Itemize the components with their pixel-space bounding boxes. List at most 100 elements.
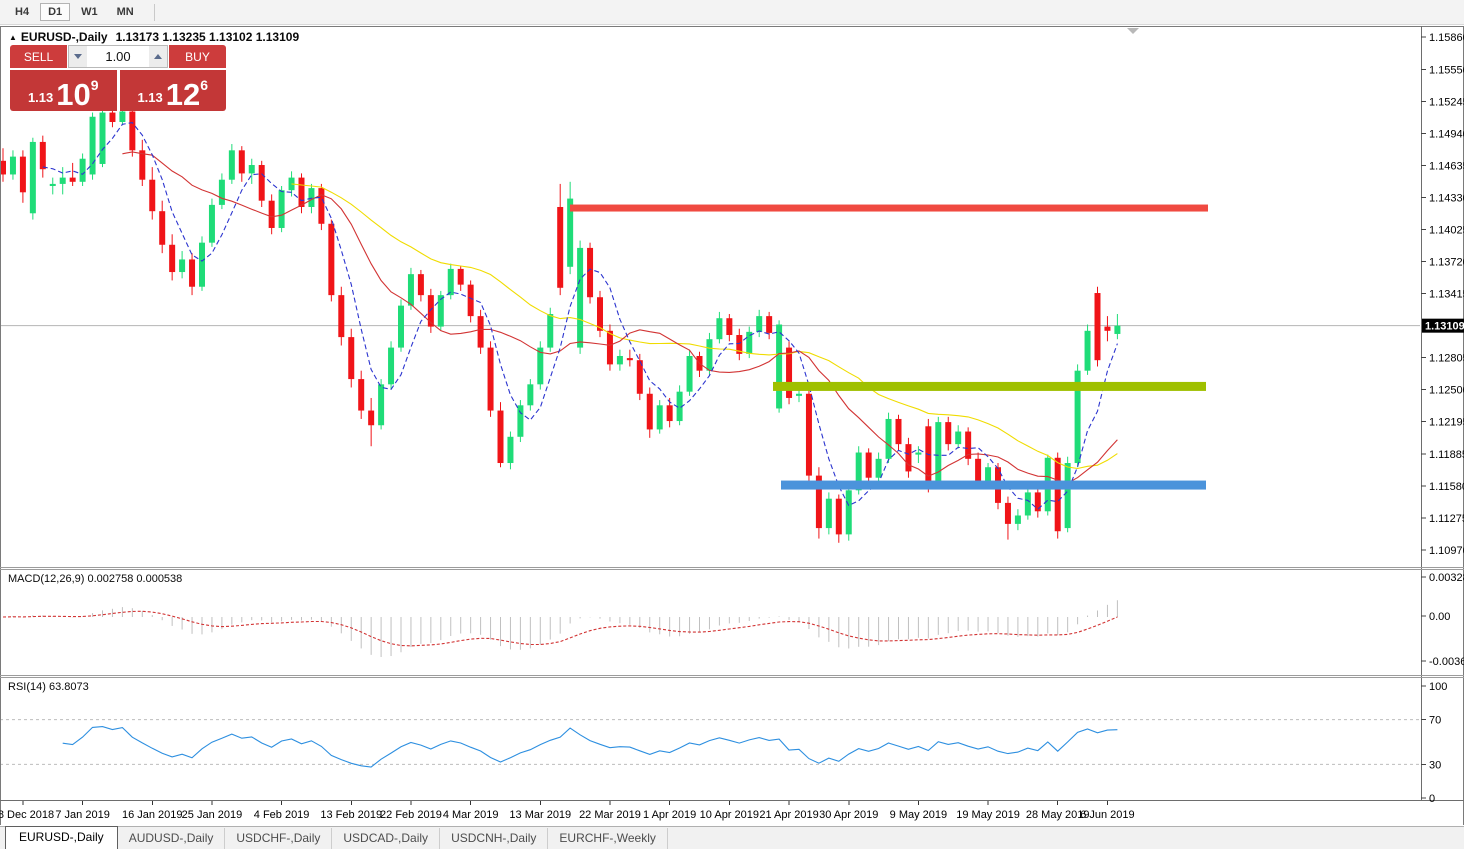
candle-body (626, 358, 633, 361)
candle-body (407, 274, 414, 306)
candle-body (129, 111, 136, 151)
candle-body (1024, 492, 1031, 516)
date-tick-label: 4 Feb 2019 (254, 809, 310, 821)
candle-body (805, 393, 812, 476)
chart-title: ▲ EURUSD-,Daily 1.13173 1.13235 1.13102 1.… (9, 30, 299, 44)
candle-body (676, 391, 683, 422)
resistance-line-olive[interactable] (773, 381, 1206, 391)
volume-increase-button[interactable] (149, 46, 167, 67)
buy-price-point-digit: 6 (200, 77, 209, 93)
toolbar-separator (153, 3, 155, 21)
candle-body (159, 211, 166, 245)
rsi-axis-label: 0 (1429, 793, 1435, 805)
candle-body (19, 156, 26, 193)
candle-body (577, 247, 584, 348)
price-tick-label: 1.10970 (1429, 545, 1464, 557)
candle-body (338, 295, 345, 338)
timeframe-button-w1[interactable]: W1 (73, 3, 106, 21)
candle-body (656, 405, 663, 430)
one-click-trading-panel: SELL BUY 1.13 10 9 1.13 12 6 (10, 45, 226, 111)
price-tick-label: 1.13415 (1429, 289, 1464, 301)
sell-button[interactable]: SELL (10, 45, 67, 68)
candle-body (666, 405, 673, 422)
tab-eurchf-weekly[interactable]: EURCHF-,Weekly (548, 828, 668, 849)
rsi-window (0, 719, 1420, 768)
sell-price-display[interactable]: 1.13 10 9 (10, 70, 117, 111)
candle-body (0, 160, 6, 175)
resistance-line-red[interactable] (570, 204, 1208, 212)
support-line-blue[interactable] (781, 480, 1206, 490)
rsi-line (62, 726, 1118, 768)
candle-body (1114, 325, 1121, 334)
tab-eurusd-daily[interactable]: EURUSD-,Daily (5, 826, 118, 849)
candle-body (905, 444, 912, 472)
timeframe-button-mn[interactable]: MN (109, 3, 142, 21)
candle-body (935, 422, 942, 485)
price-tick-label: 1.14025 (1429, 225, 1464, 237)
trade-panel-controls: SELL BUY (10, 45, 226, 68)
candle-body (796, 393, 802, 396)
candle-body (835, 498, 842, 535)
timeframe-button-h4[interactable]: H4 (7, 3, 37, 21)
candle-body (477, 316, 484, 348)
candle-body (547, 314, 554, 348)
tab-audusd-daily[interactable]: AUDUSD-,Daily (118, 828, 226, 849)
date-tick-label: 22 Mar 2019 (579, 809, 641, 821)
volume-decrease-button[interactable] (69, 46, 87, 67)
sell-price-big-digits: 10 (56, 76, 91, 112)
candle-body (756, 316, 763, 332)
timeframe-button-d1[interactable]: D1 (40, 3, 71, 21)
price-tick-label: 1.14330 (1429, 193, 1464, 205)
candle-body (567, 198, 574, 267)
candle-body (169, 244, 176, 273)
candle-body (975, 458, 982, 482)
shift-triangle-icon[interactable] (1127, 28, 1139, 34)
buy-button[interactable]: BUY (169, 45, 226, 68)
date-tick-label: 16 Jan 2019 (122, 809, 183, 821)
candle-body (467, 284, 474, 317)
price-tick-label: 1.13720 (1429, 257, 1464, 269)
candle-body (268, 200, 275, 228)
window-frame (0, 26, 1464, 825)
up-arrow-icon (154, 54, 162, 59)
candle-body (69, 177, 76, 182)
symbol-collapse-icon[interactable]: ▲ (9, 33, 17, 42)
macd-axis-label: -0.003659 (1429, 656, 1464, 668)
candle-body (557, 206, 564, 288)
candle-body (189, 259, 196, 287)
chart-ohlc-values: 1.13173 1.13235 1.13102 1.13109 (115, 30, 300, 44)
candle-body (965, 431, 972, 459)
volume-input[interactable] (87, 46, 149, 67)
candle-body (179, 259, 186, 273)
ma-mid-red (122, 151, 1118, 484)
candle-body (398, 305, 404, 348)
buy-price-big-digits: 12 (165, 76, 201, 112)
candle-body (746, 331, 753, 354)
sell-price-point-digit: 9 (90, 77, 99, 93)
date-tick-label: 4 Mar 2019 (443, 809, 499, 821)
price-axis: 1.15860 1.15550 1.15245 1.14940 1.14635 1.143… (1421, 32, 1464, 805)
rsi-axis-label: 100 (1429, 681, 1447, 693)
date-tick-label: 22 Feb 2019 (380, 809, 442, 821)
candle-body (258, 165, 265, 201)
buy-price-display[interactable]: 1.13 12 6 (119, 70, 226, 112)
candle-body (537, 347, 544, 385)
candle-body (59, 177, 66, 184)
price-tick-label: 1.14940 (1429, 129, 1464, 141)
candle-body (109, 112, 116, 122)
tab-usdcnh-daily[interactable]: USDCNH-,Daily (440, 828, 549, 849)
candle-body (358, 379, 365, 411)
rsi-axis-label: 30 (1429, 759, 1441, 771)
candle-body (925, 426, 932, 487)
price-tick-label: 1.15245 (1429, 97, 1464, 109)
candle-body (1004, 502, 1011, 524)
candle-body (378, 384, 385, 426)
price-tick-label: 1.12500 (1429, 385, 1464, 397)
candle-body (298, 177, 305, 207)
candle-body (686, 355, 693, 392)
tab-usdcad-daily[interactable]: USDCAD-,Daily (332, 828, 441, 849)
tab-usdchf-daily[interactable]: USDCHF-,Daily (225, 828, 333, 849)
